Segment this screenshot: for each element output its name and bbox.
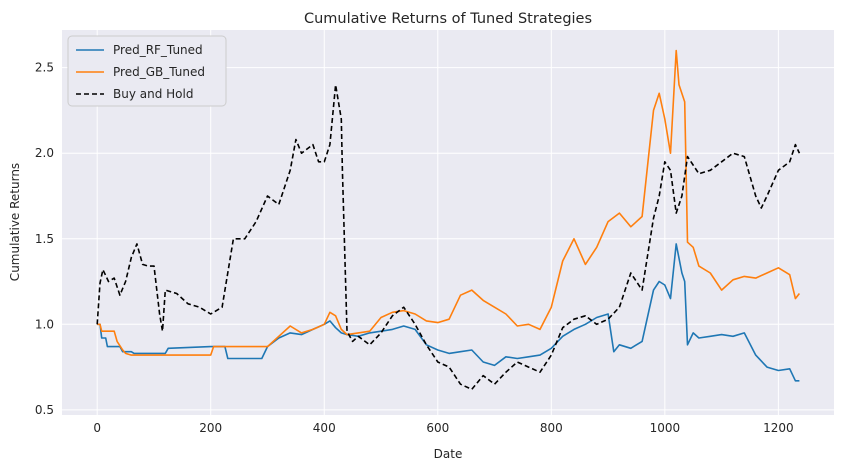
y-axis-ticks: 0.5 1.0 1.5 2.0 2.5 [35, 61, 54, 417]
x-axis-label: Date [434, 447, 463, 461]
legend-label: Buy and Hold [113, 87, 193, 101]
x-tick-label: 1000 [650, 421, 681, 435]
legend-label: Pred_GB_Tuned [113, 65, 205, 79]
x-axis-ticks: 0 200 400 600 800 1000 1200 [93, 421, 793, 435]
grid-lines [62, 30, 834, 415]
legend-box [67, 35, 227, 107]
x-tick-label: 600 [426, 421, 449, 435]
y-tick-label: 0.5 [35, 403, 54, 417]
x-tick-label: 1200 [763, 421, 794, 435]
series-line-pred-gb-tuned [97, 49, 801, 356]
series-layer [96, 49, 801, 391]
y-tick-label: 2.0 [35, 146, 54, 160]
series-line-buy-and-hold [96, 84, 801, 391]
y-axis-label: Cumulative Returns [8, 163, 22, 281]
legend-label: Pred_RF_Tuned [113, 43, 203, 57]
y-tick-label: 1.5 [35, 232, 54, 246]
x-tick-label: 400 [313, 421, 336, 435]
legend: Pred_RF_Tuned Pred_GB_Tuned Buy and Hold [67, 35, 227, 107]
y-tick-label: 1.0 [35, 317, 54, 331]
y-tick-label: 2.5 [35, 61, 54, 75]
x-tick-label: 800 [540, 421, 563, 435]
x-tick-label: 200 [199, 421, 222, 435]
chart-title: Cumulative Returns of Tuned Strategies [304, 11, 592, 27]
x-tick-label: 0 [93, 421, 101, 435]
